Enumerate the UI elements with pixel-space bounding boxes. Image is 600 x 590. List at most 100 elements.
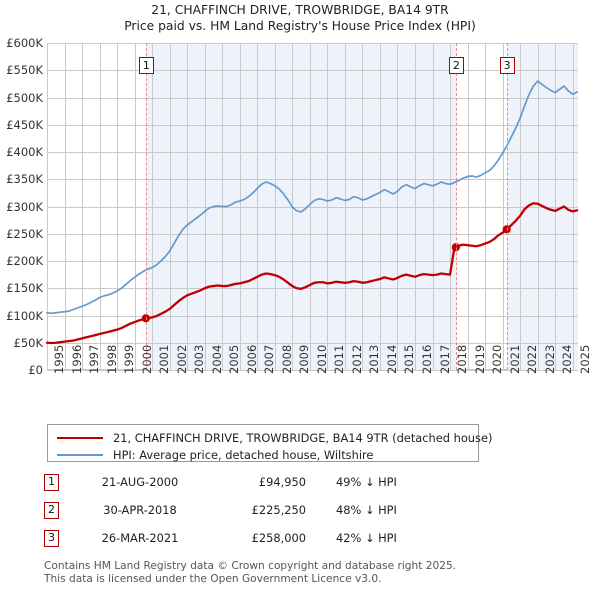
- y-tick-label: £550K: [6, 63, 43, 78]
- footer-line-1: Contains HM Land Registry data © Crown c…: [44, 560, 457, 572]
- x-tick-label: 2001: [157, 344, 172, 374]
- gridline-horizontal: [47, 152, 578, 153]
- x-tick-label: 2003: [192, 344, 207, 374]
- y-tick-label: £150K: [6, 281, 43, 296]
- gridline-vertical: [450, 43, 451, 370]
- gridline-vertical: [573, 43, 574, 370]
- legend-color-swatch: [57, 436, 103, 439]
- y-tick-label: £500K: [6, 90, 43, 105]
- gridline-horizontal: [47, 125, 578, 126]
- transaction-price: £94,950: [258, 475, 306, 489]
- event-vertical-line-3: [506, 43, 508, 370]
- chart-legend: 21, CHAFFINCH DRIVE, TROWBRIDGE, BA14 9T…: [47, 424, 492, 464]
- event-vertical-line-1: [145, 43, 147, 370]
- gridline-vertical: [135, 43, 136, 370]
- x-tick-label: 2005: [227, 344, 242, 374]
- legend-item-1: 21, CHAFFINCH DRIVE, TROWBRIDGE, BA14 9T…: [48, 428, 492, 447]
- gridline-vertical: [117, 43, 118, 370]
- legend-item-2: HPI: Average price, detached house, Wilt…: [48, 445, 373, 464]
- x-tick-label: 2014: [384, 344, 399, 374]
- transaction-price: £225,250: [251, 503, 306, 517]
- gridline-vertical: [468, 43, 469, 370]
- gridline-vertical: [257, 43, 258, 370]
- x-tick-label: 1995: [52, 344, 66, 374]
- y-tick-label: £200K: [6, 254, 43, 268]
- x-tick-label: 2000: [139, 344, 154, 374]
- gridline-vertical: [205, 43, 206, 370]
- x-tick-label: 2024: [560, 344, 575, 374]
- transaction-date: 30-APR-2018: [103, 503, 177, 517]
- gridline-vertical: [503, 43, 504, 370]
- page-title: 21, CHAFFINCH DRIVE, TROWBRIDGE, BA14 9T…: [0, 2, 600, 34]
- y-tick-label: £300K: [6, 199, 43, 214]
- legend-item-label: HPI: Average price, detached house, Wilt…: [113, 447, 374, 462]
- gridline-vertical: [538, 43, 539, 370]
- y-tick-label: £600K: [6, 36, 43, 50]
- y-tick-label: £0: [28, 363, 43, 377]
- x-tick-label: 2025: [577, 344, 592, 374]
- gridline-vertical: [82, 43, 83, 370]
- gridline-vertical: [152, 43, 153, 370]
- event-label-box-3[interactable]: 3: [499, 57, 515, 74]
- title-line-2: Price paid vs. HM Land Registry's House …: [124, 19, 476, 33]
- x-tick-label: 2020: [490, 344, 505, 374]
- x-tick-label: 2006: [244, 344, 259, 374]
- x-tick-label: 1996: [69, 344, 84, 374]
- table-row[interactable]: 1 21-AUG-2000 £94,950 49% ↓ HPI: [44, 472, 464, 500]
- transaction-date: 21-AUG-2000: [101, 475, 179, 489]
- gridline-horizontal: [47, 288, 578, 289]
- table-row[interactable]: 2 30-APR-2018 £225,250 48% ↓ HPI: [44, 500, 464, 528]
- gridline-vertical: [187, 43, 188, 370]
- footer-attribution: Contains HM Land Registry data © Crown c…: [44, 560, 564, 585]
- table-row[interactable]: 3 26-MAR-2021 £258,000 42% ↓ HPI: [44, 528, 464, 556]
- gridline-horizontal: [47, 98, 578, 99]
- x-tick-label: 1997: [87, 344, 102, 374]
- gridline-vertical: [433, 43, 434, 370]
- shaded-band-1: [145, 43, 456, 370]
- x-tick-label: 2011: [332, 344, 347, 374]
- gridline-horizontal: [47, 370, 578, 371]
- x-tick-label: 1999: [122, 344, 137, 374]
- y-tick-label: £100K: [6, 308, 43, 323]
- transaction-index-badge: 3: [44, 530, 59, 547]
- gridline-vertical: [362, 43, 363, 370]
- gridline-vertical: [100, 43, 101, 370]
- x-tick-label: 2021: [507, 344, 522, 374]
- x-tick-label: 2009: [297, 344, 312, 374]
- gridline-horizontal: [47, 207, 578, 208]
- event-vertical-line-2: [455, 43, 457, 370]
- transactions-table: 1 21-AUG-2000 £94,950 49% ↓ HPI 2 30-APR-2018…: [44, 472, 464, 556]
- sale-point-marker: [502, 225, 511, 234]
- transaction-date: 26-MAR-2021: [101, 531, 179, 545]
- x-tick-label: 2010: [314, 344, 329, 374]
- x-tick-label: 2013: [367, 344, 382, 374]
- transaction-index-badge: 2: [44, 502, 59, 519]
- y-tick-label: £350K: [6, 172, 43, 187]
- x-tick-label: 2023: [542, 344, 557, 374]
- x-tick-label: 2022: [525, 344, 540, 374]
- y-tick-label: £450K: [6, 117, 43, 132]
- legend-color-swatch: [57, 453, 103, 456]
- gridline-vertical: [345, 43, 346, 370]
- gridline-horizontal: [47, 234, 578, 235]
- gridline-vertical: [415, 43, 416, 370]
- x-tick-label: 2004: [209, 344, 224, 374]
- legend-item-label: 21, CHAFFINCH DRIVE, TROWBRIDGE, BA14 9T…: [113, 430, 493, 445]
- x-tick-label: 2007: [262, 344, 277, 374]
- event-label-box-1[interactable]: 1: [138, 57, 154, 74]
- gridline-vertical: [47, 43, 48, 370]
- gridline-horizontal: [47, 179, 578, 180]
- gridline-vertical: [555, 43, 556, 370]
- x-tick-label: 2016: [420, 344, 435, 374]
- x-tick-label: 2012: [349, 344, 364, 374]
- transaction-hpi-delta: 48% ↓ HPI: [336, 503, 397, 517]
- gridline-vertical: [397, 43, 398, 370]
- gridline-vertical: [327, 43, 328, 370]
- gridline-horizontal: [47, 261, 578, 262]
- gridline-vertical: [65, 43, 66, 370]
- transaction-price: £258,000: [251, 531, 306, 545]
- y-tick-label: £400K: [6, 145, 43, 159]
- event-label-box-2[interactable]: 2: [448, 57, 464, 74]
- gridline-vertical: [310, 43, 311, 370]
